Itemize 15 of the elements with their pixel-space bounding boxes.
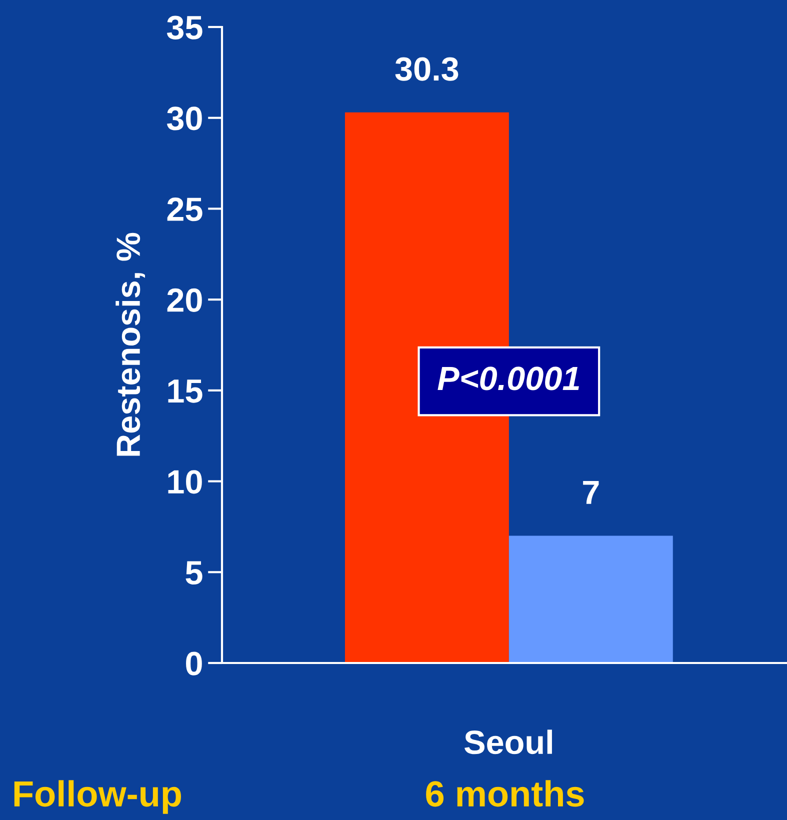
data-label: 7 — [583, 480, 599, 504]
text: 6 months — [426, 780, 584, 807]
data-label: 30.3 — [395, 57, 458, 81]
text: Follow-up — [14, 780, 181, 814]
y-tick-label: 5 — [186, 561, 202, 585]
y-tick-label: 35 — [166, 16, 202, 40]
y-tick-label: 20 — [167, 288, 202, 312]
y-tick-label: 10 — [168, 470, 202, 494]
y-tick-label: 15 — [168, 380, 202, 403]
y-axis-title: Restenosis, % — [116, 232, 145, 456]
y-tick-label: 0 — [186, 652, 202, 676]
y-tick-label: 30 — [166, 106, 202, 130]
annotation: P<0.0001 — [438, 366, 579, 390]
x-tick-label: Seoul — [464, 730, 552, 754]
y-tick-label: 25 — [167, 198, 202, 222]
